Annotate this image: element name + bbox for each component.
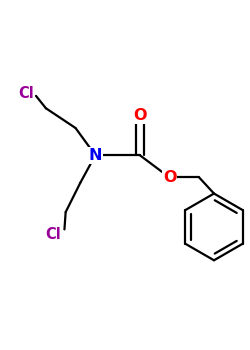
Text: Cl: Cl <box>46 227 61 242</box>
Text: N: N <box>88 148 102 163</box>
Text: Cl: Cl <box>18 86 34 101</box>
Text: O: O <box>163 170 176 185</box>
Text: O: O <box>133 108 146 123</box>
